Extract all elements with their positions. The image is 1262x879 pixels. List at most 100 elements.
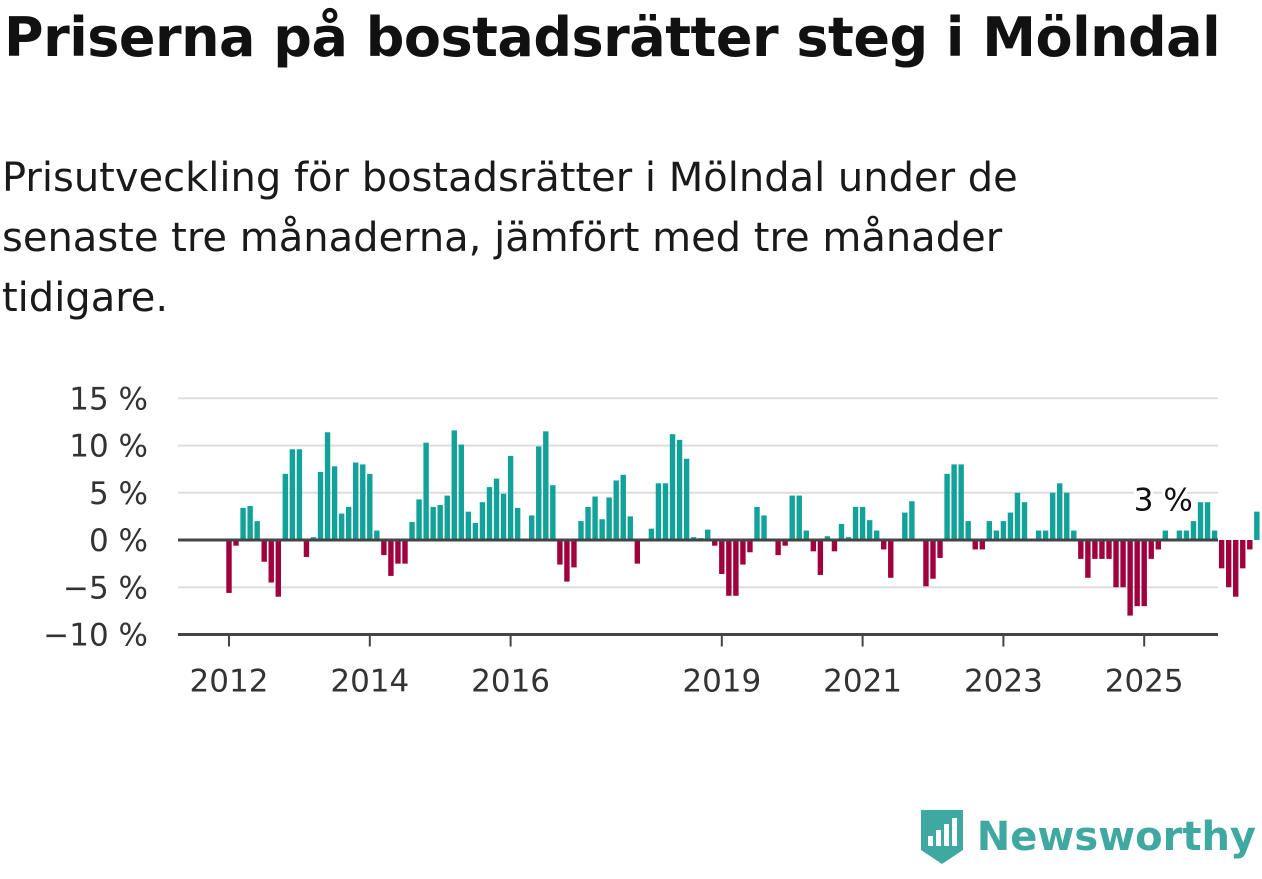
bar-positive	[1162, 530, 1169, 540]
bar-positive	[592, 496, 598, 540]
latest-value-annotation: 3 %	[1134, 483, 1193, 519]
x-tick-label: 2021	[823, 664, 902, 700]
chart-subtitle: Prisutveckling för bostadsrätter i Mölnd…	[2, 155, 1018, 321]
bar-positive	[585, 506, 591, 540]
bar-negative	[733, 540, 739, 596]
newsworthy-logo-icon	[920, 810, 963, 864]
bar-negative	[1113, 540, 1119, 588]
bar-positive	[423, 442, 429, 540]
bar-negative	[979, 540, 985, 550]
bar-negative	[1120, 540, 1126, 588]
bar-positive	[789, 495, 795, 540]
bar-negative	[226, 540, 232, 593]
bar-negative	[1106, 540, 1112, 559]
bar-negative	[1155, 540, 1161, 550]
bar-positive	[852, 506, 859, 540]
bar-positive	[550, 485, 556, 540]
bar-negative	[381, 540, 387, 556]
bar-positive	[296, 449, 303, 540]
bar-positive	[289, 449, 296, 540]
bar-positive	[360, 464, 366, 540]
bar-positive	[338, 513, 345, 540]
x-tick-label: 2016	[471, 664, 550, 700]
bar-negative	[1148, 540, 1154, 559]
bar-positive	[1000, 521, 1007, 540]
bar-negative	[1085, 540, 1091, 578]
bar-negative	[937, 540, 943, 558]
bar-positive	[676, 439, 683, 540]
bar-positive	[1021, 502, 1028, 540]
bar-positive	[479, 502, 486, 540]
bar-negative	[747, 540, 753, 553]
bar-negative	[740, 540, 746, 565]
bar-positive	[705, 529, 711, 540]
bar-positive	[331, 466, 338, 540]
bar-positive	[993, 530, 1000, 540]
bar-positive	[965, 521, 971, 540]
x-tick-label: 2025	[1105, 664, 1184, 700]
chart-title: Priserna på bostadsrätter steg i Mölndal	[4, 6, 1221, 69]
bar-positive	[374, 530, 380, 540]
bar-negative	[564, 540, 570, 582]
bar-positive	[1211, 530, 1218, 540]
bar-positive	[951, 464, 957, 540]
bar-negative	[831, 540, 838, 552]
bar-positive	[465, 511, 472, 540]
bar-positive	[444, 495, 450, 540]
y-tick-label: −10 %	[43, 618, 148, 654]
y-tick-label: 15 %	[69, 381, 148, 417]
tick-labels: 15 % 10 % 5 % 0 % −5 % −10 % 2012 2014 2016 2019 2…	[43, 381, 1196, 700]
bar-positive	[655, 483, 662, 540]
bar-positive	[254, 521, 260, 540]
bar-negative	[923, 540, 929, 587]
y-tick-label: 5 %	[89, 476, 148, 512]
gridlines	[178, 397, 1218, 589]
bar-positive	[529, 515, 535, 540]
bar-positive	[803, 530, 809, 540]
bar-positive	[620, 474, 626, 540]
bar-positive	[1176, 530, 1183, 540]
bar-positive	[1071, 530, 1077, 540]
bar-positive	[458, 444, 465, 540]
bar-negative	[1092, 540, 1098, 559]
bar-negative	[634, 540, 641, 564]
bar-positive	[345, 506, 352, 540]
bar-positive	[472, 522, 479, 540]
bar-positive	[409, 522, 415, 540]
bar-negative	[817, 540, 824, 575]
x-tick-label: 2023	[964, 664, 1043, 700]
brand-logo: Newsworthy	[917, 805, 1256, 869]
bar-negative	[782, 540, 788, 546]
bar-positive	[1064, 492, 1070, 540]
bar-negative	[268, 540, 274, 583]
bar-positive	[367, 473, 373, 540]
bar-negative	[775, 540, 781, 556]
bar-positive	[353, 462, 359, 540]
bars	[226, 430, 1260, 616]
bar-positive	[416, 499, 422, 540]
bar-negative	[233, 540, 239, 546]
bar-positive	[430, 506, 436, 540]
bar-positive	[1204, 502, 1211, 540]
bar-positive	[1197, 502, 1204, 540]
bar-positive	[838, 523, 845, 540]
bar-positive	[669, 434, 676, 540]
bar-positive	[873, 530, 880, 540]
bar-positive	[1254, 511, 1260, 540]
bar-positive	[1183, 530, 1190, 540]
bar-positive	[902, 512, 908, 540]
bar-negative	[388, 540, 394, 576]
bar-negative	[972, 540, 978, 550]
y-tick-label: 10 %	[69, 429, 148, 465]
bar-positive	[754, 506, 760, 540]
y-tick-label: −5 %	[63, 570, 148, 606]
bar-positive	[240, 507, 246, 540]
bar-positive	[437, 505, 443, 540]
y-tick-label: 0 %	[89, 523, 148, 559]
bar-negative	[1218, 540, 1225, 569]
bar-positive	[578, 521, 584, 540]
bar-positive	[627, 516, 633, 541]
bar-negative	[881, 540, 887, 550]
bar-chart: 15 % 10 % 5 % 0 % −5 % −10 % 2012 2014 2016 2019 2…	[43, 381, 1260, 700]
x-tick-label: 2012	[190, 664, 269, 700]
